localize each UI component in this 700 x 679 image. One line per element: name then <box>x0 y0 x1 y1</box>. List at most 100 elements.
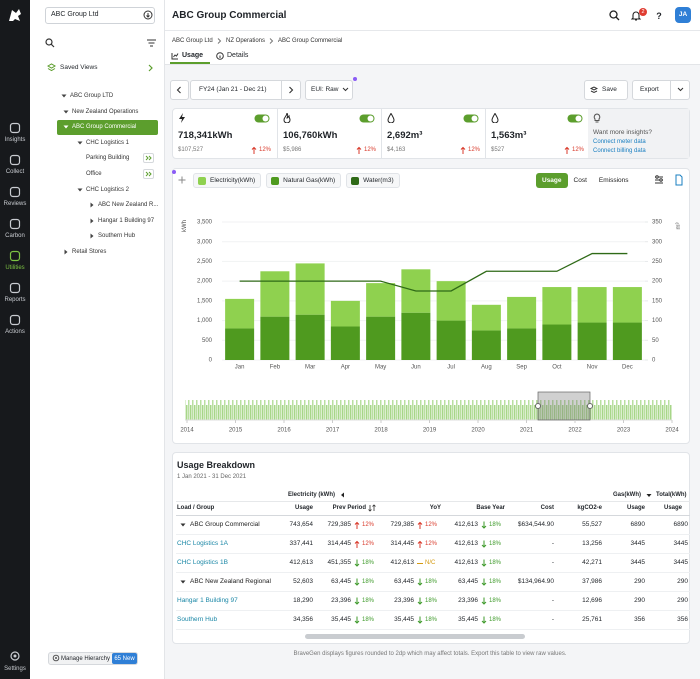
cell: 34,356 <box>293 616 313 623</box>
settings-button[interactable] <box>652 173 666 187</box>
saved-views[interactable]: Saved Views <box>60 64 98 71</box>
navigator-year: 2024 <box>665 428 679 434</box>
view-button[interactable]: Emissions <box>598 177 629 184</box>
settings-icon[interactable] <box>9 650 21 662</box>
help-icon[interactable]: ? <box>656 11 662 21</box>
search-box[interactable] <box>45 7 155 24</box>
drill-button[interactable] <box>143 153 154 164</box>
search-clear[interactable] <box>143 10 153 20</box>
dropdown-icon[interactable] <box>677 87 684 92</box>
legend-item[interactable]: Electricity(kWh) <box>193 173 262 188</box>
nav-icon[interactable] <box>9 218 21 230</box>
export-button[interactable] <box>632 80 690 100</box>
tree-item[interactable]: ABC Group Commercial <box>72 124 137 131</box>
tree-item[interactable]: CHC Logistics 1 <box>86 139 130 146</box>
kpi-icon <box>387 113 395 123</box>
tree-caret[interactable] <box>77 140 83 146</box>
breadcrumb[interactable]: NZ Operations <box>226 38 266 44</box>
prev-button[interactable] <box>170 80 189 100</box>
cell: 12,696 <box>582 597 602 604</box>
tree-item[interactable]: Hangar 1 Building 97 <box>98 217 155 224</box>
view-button[interactable]: Cost <box>573 177 587 184</box>
breadcrumb-sep <box>217 38 222 44</box>
search-icon[interactable] <box>45 38 55 48</box>
legend-item[interactable]: Water(m3) <box>346 173 400 188</box>
nav-icon[interactable] <box>9 186 21 198</box>
tree-caret[interactable] <box>61 93 67 99</box>
row-name[interactable]: CHC Logistics 1B <box>177 559 228 566</box>
view-button[interactable]: Usage <box>536 173 568 188</box>
nav-icon[interactable] <box>9 282 21 294</box>
nav-label[interactable]: Reviews <box>3 201 27 207</box>
nav-icon[interactable] <box>9 250 21 262</box>
row-name[interactable]: Southern Hub <box>177 616 218 623</box>
toggle[interactable] <box>567 114 583 123</box>
row-caret[interactable] <box>180 522 186 528</box>
tab[interactable]: Usage <box>182 52 204 59</box>
bell-icon[interactable] <box>631 10 641 21</box>
nav-icon[interactable] <box>9 154 21 166</box>
tree-item[interactable]: Retail Stores <box>72 249 107 255</box>
tree-item[interactable]: New Zealand Operations <box>72 108 139 115</box>
eui[interactable]: EUI: Raw <box>311 86 339 93</box>
sort-icon[interactable] <box>368 504 376 512</box>
tree-caret[interactable] <box>89 202 95 208</box>
next-icon[interactable] <box>288 86 294 94</box>
search-icon[interactable] <box>609 10 620 21</box>
add-icon[interactable] <box>178 176 186 184</box>
export[interactable]: Export <box>640 86 659 93</box>
breadcrumb[interactable]: ABC Group Ltd <box>172 38 213 44</box>
nav-label[interactable]: Carbon <box>5 233 25 239</box>
tree-caret[interactable] <box>77 187 83 193</box>
tree-item[interactable]: Office <box>86 171 102 177</box>
nav-label[interactable]: Collect <box>5 169 25 175</box>
icon-shape <box>368 504 376 512</box>
download-button[interactable] <box>672 173 686 187</box>
period-box[interactable] <box>190 80 301 100</box>
toggle[interactable] <box>463 114 479 123</box>
nav-label[interactable]: Reports <box>4 297 26 303</box>
tree-item[interactable]: Southern Hub <box>98 233 136 240</box>
tree-caret[interactable] <box>89 233 95 239</box>
tree-caret[interactable] <box>63 124 69 130</box>
cell: 290 <box>634 597 645 604</box>
insights-link[interactable]: Connect billing data <box>593 148 646 154</box>
save[interactable]: Save <box>602 86 617 93</box>
nav-icon[interactable] <box>9 314 21 326</box>
avatar[interactable] <box>675 7 691 23</box>
collapse-icon[interactable] <box>340 492 345 498</box>
tree-item[interactable]: Parking Building <box>86 155 130 162</box>
toggle[interactable] <box>254 114 270 123</box>
tree-caret[interactable] <box>63 249 69 255</box>
row-caret[interactable] <box>180 579 186 585</box>
tree-item[interactable]: CHC Logistics 2 <box>86 186 130 193</box>
eui-select[interactable] <box>305 80 353 100</box>
icon-shape <box>481 616 487 624</box>
expand-icon[interactable] <box>646 493 652 498</box>
tree-caret[interactable] <box>63 109 69 115</box>
tree-item[interactable]: ABC New Zealand R... <box>98 202 159 209</box>
filter-icon[interactable] <box>146 38 157 48</box>
legend-item[interactable]: Natural Gas(kWh) <box>266 173 342 188</box>
drill-button[interactable] <box>143 169 154 179</box>
tab[interactable]: Details <box>227 52 249 59</box>
tree-caret[interactable] <box>89 218 95 224</box>
nav-label[interactable]: Actions <box>5 329 25 335</box>
nav-label[interactable]: Settings <box>4 666 26 672</box>
chevron[interactable] <box>148 64 154 72</box>
nav-label[interactable]: Utilities <box>5 265 25 271</box>
manage-hierarchy[interactable]: Manage Hierarchy <box>61 655 111 662</box>
insights-link[interactable]: Connect meter data <box>593 139 646 145</box>
nav-label[interactable]: Insights <box>4 137 26 143</box>
prev-icon[interactable] <box>176 86 182 94</box>
row-name[interactable]: Hangar 1 Building 97 <box>177 597 238 604</box>
toggle[interactable] <box>359 114 375 123</box>
cell: - <box>551 559 554 566</box>
column-header: YoY <box>429 505 441 511</box>
row-name[interactable]: CHC Logistics 1A <box>177 540 228 547</box>
navigator-year: 2014 <box>180 428 194 434</box>
save-button[interactable] <box>584 80 628 100</box>
breadcrumb[interactable]: ABC Group Commercial <box>278 38 343 44</box>
nav-icon[interactable] <box>9 122 21 134</box>
tree-item[interactable]: ABC Group LTD <box>70 93 114 99</box>
